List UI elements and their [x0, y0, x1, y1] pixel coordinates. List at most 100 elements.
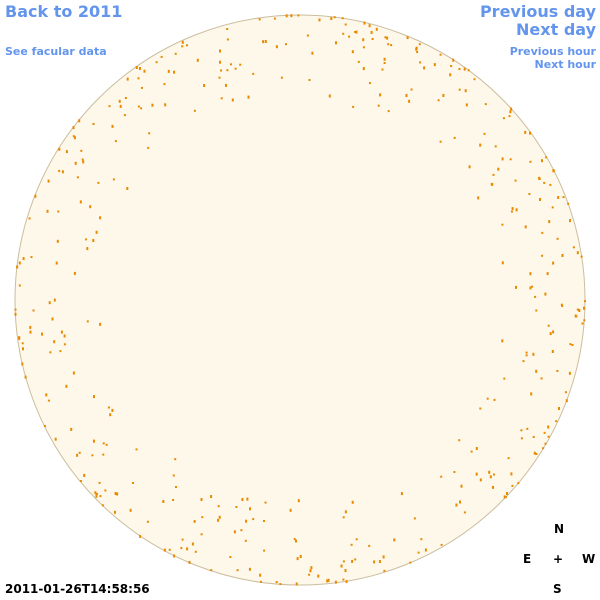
facula-speck: [522, 360, 525, 363]
facula-speck: [344, 23, 347, 26]
facula-speck: [76, 453, 79, 457]
facula-speck: [383, 62, 386, 64]
facula-speck: [83, 473, 86, 477]
facula-speck: [249, 507, 251, 511]
facula-speck: [490, 183, 493, 186]
facula-speck: [311, 51, 314, 55]
facula-speck: [264, 40, 267, 43]
facula-speck: [552, 169, 555, 173]
facula-speck: [503, 495, 506, 499]
facula-speck: [453, 136, 456, 139]
facular-link[interactable]: See facular data: [5, 45, 107, 58]
facula-speck: [290, 14, 293, 18]
facula-speck: [342, 516, 345, 519]
facula-speck: [386, 36, 389, 40]
facula-speck: [123, 114, 126, 117]
facula-speck: [65, 384, 68, 388]
facula-speck: [295, 582, 298, 586]
facula-speck: [561, 305, 564, 307]
facula-speck: [526, 427, 529, 430]
facula-speck: [351, 559, 354, 563]
facula-speck: [220, 97, 223, 100]
facula-speck: [479, 407, 482, 410]
facula-speck: [352, 105, 355, 108]
facula-speck: [357, 60, 360, 63]
facula-speck: [528, 193, 531, 195]
facula-speck: [479, 143, 482, 147]
facula-speck: [217, 518, 220, 522]
facula-speck: [529, 272, 532, 276]
facula-speck: [226, 38, 229, 41]
facula-speck: [109, 413, 112, 417]
facula-speck: [146, 520, 149, 523]
facula-speck: [295, 539, 297, 543]
facula-speck: [231, 98, 234, 102]
facula-speck: [534, 295, 537, 298]
facula-speck: [547, 425, 550, 429]
facula-speck: [342, 560, 345, 563]
facula-speck: [492, 485, 494, 489]
facula-speck: [542, 447, 545, 450]
facula-speck: [310, 566, 313, 570]
facula-speck: [135, 66, 138, 69]
facula-speck: [552, 261, 555, 265]
facula-speck: [510, 472, 513, 476]
facula-speck: [79, 480, 82, 482]
facula-speck: [273, 17, 276, 20]
facula-speck: [568, 371, 571, 375]
facula-speck: [413, 517, 416, 520]
facula-speck: [560, 303, 563, 306]
facula-speck: [55, 261, 58, 265]
facula-speck: [46, 209, 49, 213]
facula-speck: [236, 569, 239, 572]
facula-speck: [535, 453, 538, 455]
facula-speck: [21, 342, 24, 345]
facula-speck: [258, 18, 261, 21]
facula-speck: [334, 580, 337, 584]
facula-speck: [181, 538, 184, 541]
facula-speck: [368, 544, 371, 547]
next-day-link[interactable]: Next day: [516, 20, 596, 39]
next-hour-link[interactable]: Next hour: [534, 58, 597, 71]
facula-speck: [143, 69, 146, 73]
facula-speck: [92, 239, 95, 242]
facula-speck: [351, 500, 354, 504]
facula-speck: [172, 474, 175, 477]
facula-speck: [477, 196, 480, 200]
facula-speck: [34, 194, 37, 198]
facula-speck: [188, 560, 191, 564]
facula-speck: [468, 165, 471, 169]
facula-speck: [400, 492, 403, 496]
facula-speck: [308, 573, 311, 576]
back-link[interactable]: Back to 2011: [5, 2, 123, 21]
facula-speck: [102, 453, 105, 456]
facula-speck: [333, 16, 336, 19]
facula-speck: [53, 298, 56, 302]
facula-speck: [416, 51, 419, 53]
facula-speck: [580, 255, 583, 258]
facula-speck: [18, 336, 21, 340]
facula-speck: [30, 256, 33, 259]
facula-speck: [492, 173, 495, 176]
facula-speck: [525, 354, 528, 357]
facula-speck: [545, 156, 548, 159]
facula-speck: [509, 158, 512, 161]
facula-speck: [408, 99, 411, 103]
facula-speck: [417, 551, 420, 554]
facula-speck: [139, 534, 142, 538]
facula-speck: [538, 177, 541, 180]
facula-speck: [167, 69, 170, 73]
facula-speck: [368, 24, 371, 28]
facula-speck: [241, 498, 244, 501]
previous-day-link[interactable]: Previous day: [479, 2, 596, 21]
facula-speck: [551, 350, 554, 353]
previous-hour-link[interactable]: Previous hour: [509, 45, 596, 58]
facula-speck: [543, 181, 546, 184]
facula-speck: [556, 237, 559, 240]
facula-speck: [285, 14, 288, 18]
facula-speck: [460, 484, 463, 488]
facula-speck: [299, 555, 302, 558]
facula-speck: [488, 470, 491, 474]
